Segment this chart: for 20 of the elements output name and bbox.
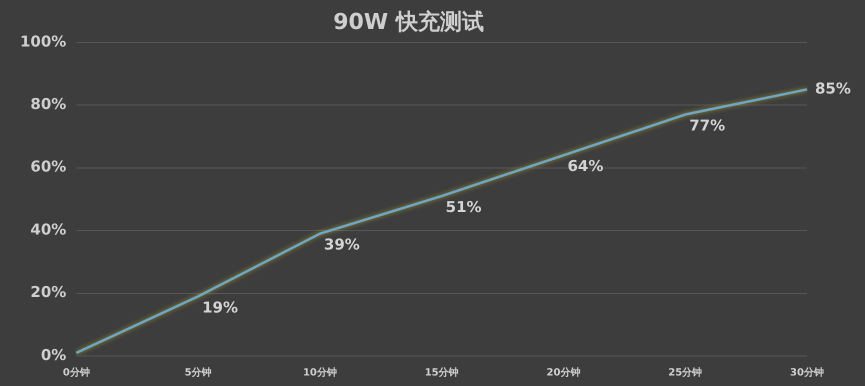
y-tick-label: 0% (40, 346, 66, 364)
x-tick-label: 30分钟 (790, 366, 824, 379)
y-tick-label: 20% (30, 283, 66, 302)
y-tick-label: 80% (30, 95, 66, 114)
y-tick-label: 100% (20, 32, 66, 50)
data-label: 51% (446, 198, 482, 216)
data-label: 77% (689, 116, 726, 134)
x-tick-label: 15分钟 (424, 366, 459, 379)
y-tick-label: 60% (30, 158, 66, 176)
x-tick-label: 25分钟 (668, 366, 702, 379)
data-label: 39% (324, 236, 360, 254)
chart-title: 90W 快充测试 (333, 8, 484, 35)
x-tick-label: 0分钟 (62, 366, 90, 379)
x-tick-label: 20分钟 (546, 366, 580, 379)
data-label: 85% (815, 79, 851, 98)
x-tick-label: 10分钟 (302, 366, 337, 379)
y-tick-label: 40% (30, 220, 66, 238)
data-label: 19% (202, 298, 238, 316)
x-tick-label: 5分钟 (184, 366, 212, 379)
data-label: 64% (567, 157, 604, 176)
